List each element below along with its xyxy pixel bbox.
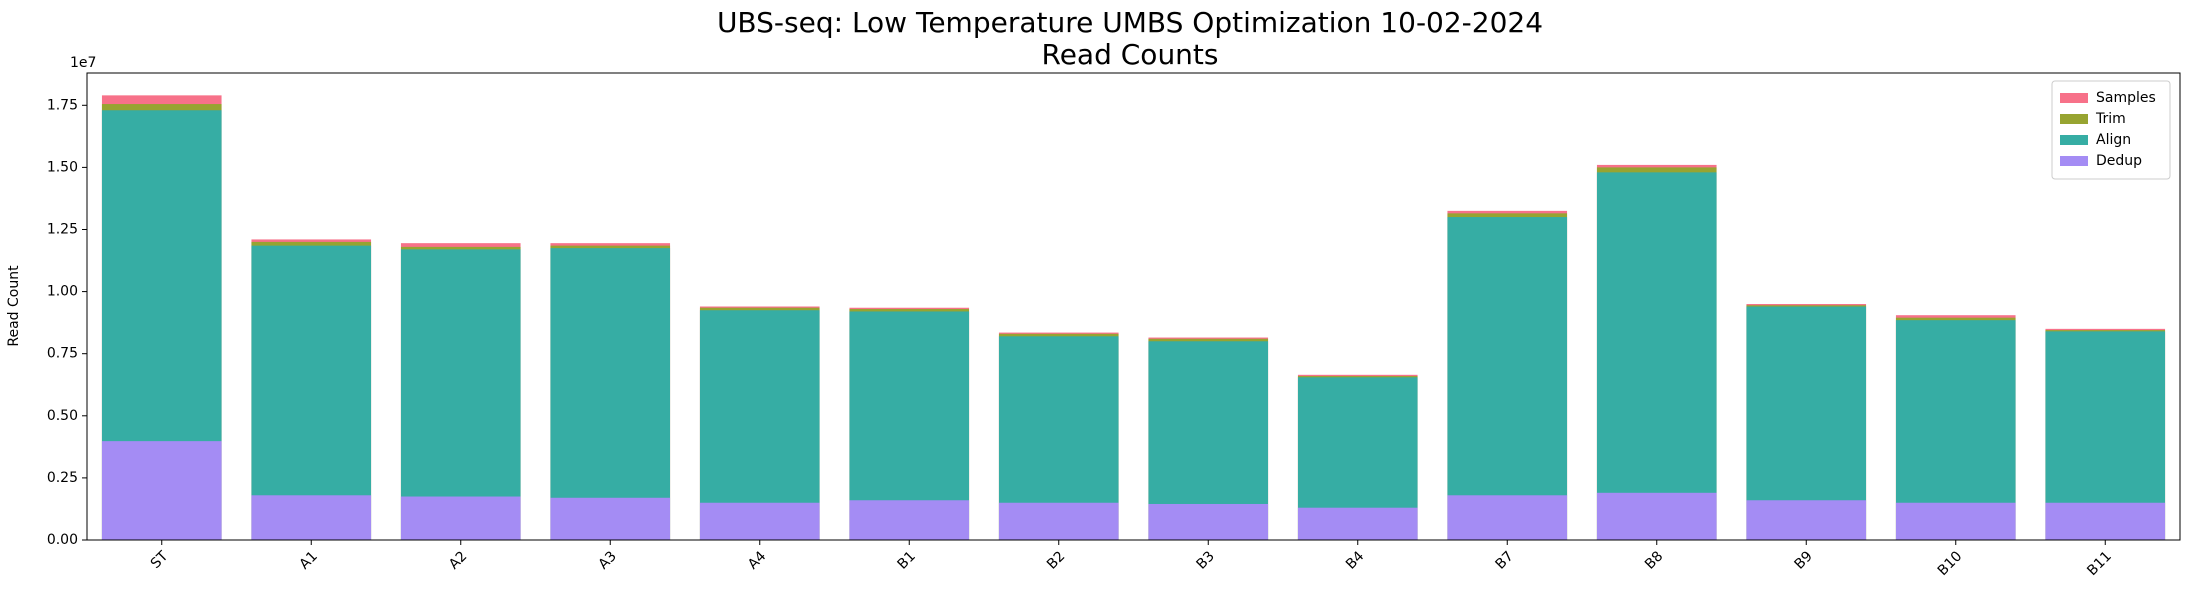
x-tick-label: A4 (745, 548, 769, 572)
y-tick-label: 0.00 (47, 532, 78, 548)
legend-swatch (2060, 156, 2088, 166)
bar (2045, 502, 2166, 540)
legend-swatch (2060, 93, 2088, 103)
y-tick-label: 1.50 (47, 159, 78, 175)
bar (699, 310, 820, 540)
bar (251, 245, 372, 540)
bar (1746, 500, 1867, 540)
legend-swatch (2060, 114, 2088, 124)
y-axis-label: Read Count (6, 265, 22, 347)
legend-label: Dedup (2096, 153, 2142, 169)
chart-subtitle: Read Counts (1042, 38, 1219, 71)
bar (1447, 217, 1568, 540)
y-tick-label: 1.25 (47, 221, 78, 237)
x-tick-label: B7 (1493, 548, 1517, 572)
bar (400, 249, 521, 541)
x-tick-label: B10 (1935, 548, 1966, 579)
legend-swatch (2060, 135, 2088, 145)
x-tick-label: ST (148, 548, 172, 572)
x-tick-label: A1 (297, 548, 321, 572)
legend-label: Align (2096, 132, 2131, 148)
y-tick-label: 0.50 (47, 408, 78, 424)
x-tick-label: B4 (1343, 548, 1367, 572)
bar (1895, 502, 2016, 540)
y-offset-label: 1e7 (70, 55, 96, 71)
bar (400, 496, 521, 540)
bar (1596, 492, 1717, 540)
bar (699, 502, 820, 540)
bar (998, 502, 1119, 540)
y-tick-label: 0.25 (47, 470, 78, 486)
x-tick-label: B2 (1044, 548, 1068, 572)
y-tick-label: 0.75 (47, 346, 78, 362)
x-tick-label: B3 (1194, 548, 1218, 572)
bar (550, 248, 671, 540)
legend-label: Samples (2096, 90, 2156, 106)
plot-frame (86, 72, 2181, 541)
x-tick-label: A2 (446, 548, 470, 572)
x-tick-label: B11 (2084, 548, 2115, 579)
x-tick-label: B1 (895, 548, 919, 572)
bar (550, 497, 671, 540)
bar (849, 500, 970, 540)
legend: Samples Trim Align Dedup (2051, 80, 2171, 180)
bar (1596, 172, 1717, 541)
x-tick-label: B9 (1792, 548, 1816, 572)
bar (1447, 495, 1568, 540)
x-tick-label: B8 (1642, 548, 1666, 572)
bar (101, 441, 222, 540)
x-tick-label: A3 (596, 548, 620, 572)
y-tick-label: 1.75 (47, 97, 78, 113)
bar (1297, 507, 1418, 540)
legend-label: Trim (2095, 111, 2126, 127)
legend-frame (2051, 80, 2171, 180)
y-tick-label: 1.00 (47, 284, 78, 300)
bar (1148, 503, 1269, 540)
chart-title: UBS-seq: Low Temperature UMBS Optimizati… (717, 6, 1543, 39)
bar (251, 495, 372, 540)
